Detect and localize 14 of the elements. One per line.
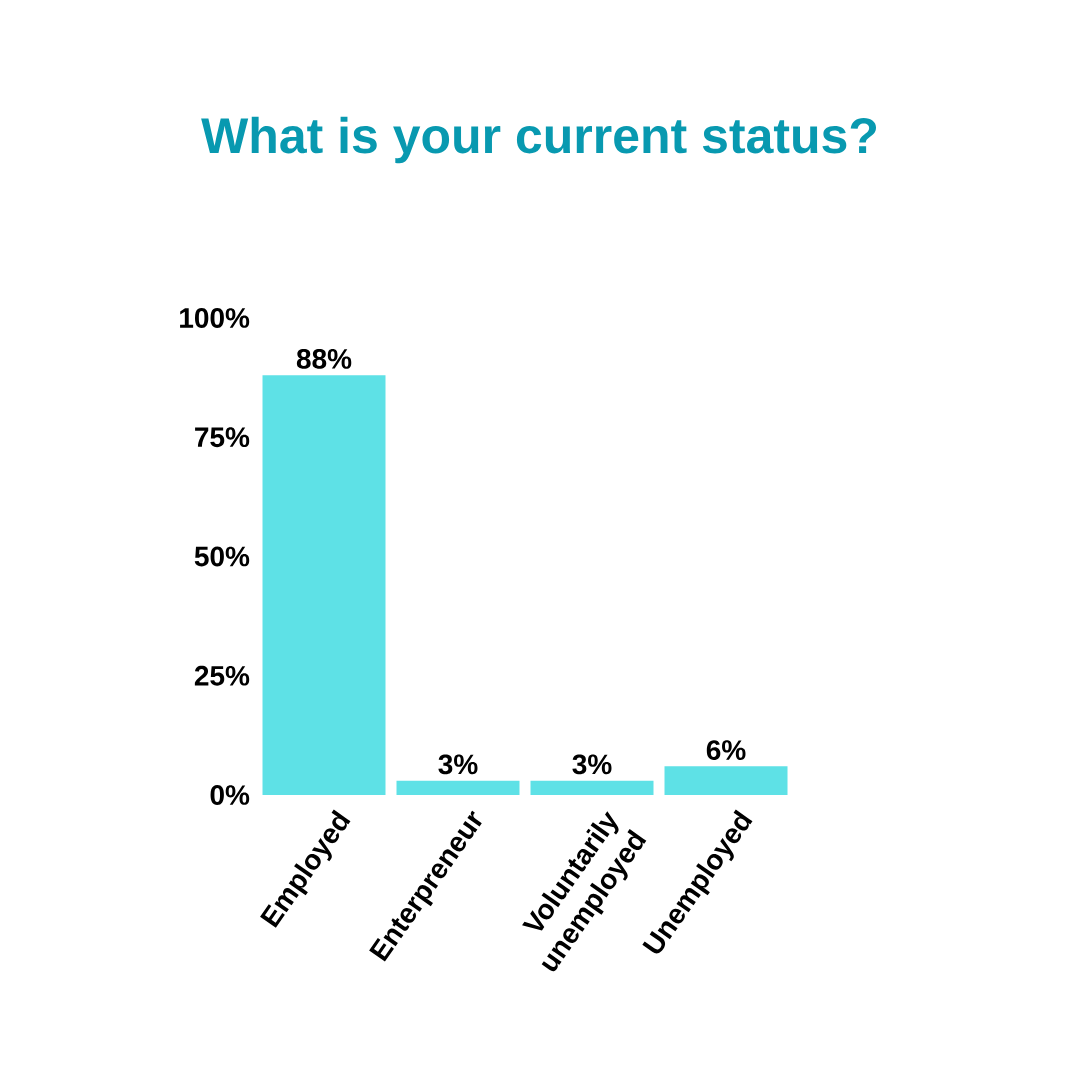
bar: [664, 766, 788, 795]
y-tick-label: 100%: [180, 308, 250, 328]
bar: [530, 780, 654, 795]
data-label: 6%: [706, 740, 746, 760]
data-label: 3%: [438, 754, 478, 775]
bar: [262, 375, 386, 795]
chart-title: What is your current status?: [201, 116, 877, 164]
bar: [396, 780, 520, 795]
y-tick-label: 25%: [194, 665, 250, 686]
y-tick-label: 0%: [210, 785, 250, 805]
y-tick-label: 50%: [194, 546, 250, 567]
data-label: 88%: [296, 348, 352, 369]
data-label: 3%: [572, 754, 612, 775]
y-tick-label: 75%: [195, 427, 250, 448]
